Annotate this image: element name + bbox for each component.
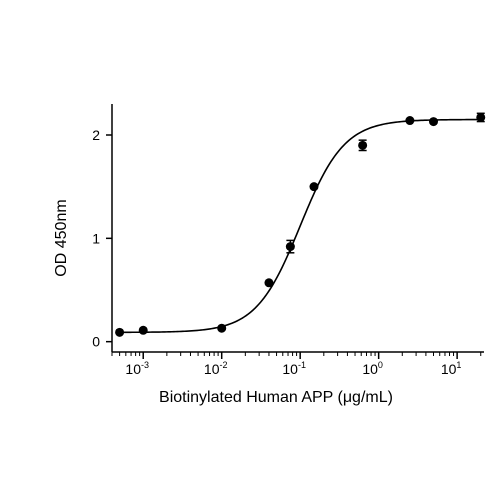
data-point	[405, 116, 415, 126]
x-tick-label: 10-1	[282, 360, 306, 377]
data-point	[138, 325, 148, 335]
x-tick-label: 10-2	[204, 360, 228, 377]
x-tick-label: 100	[362, 360, 383, 377]
data-point	[285, 242, 295, 252]
y-tick-label: 2	[92, 127, 100, 143]
data-point	[309, 182, 319, 192]
ticks: 0 1 2 10-3 10-2 10-1 100 101	[92, 127, 482, 377]
x-tick-label: 101	[441, 360, 462, 377]
axes	[111, 104, 484, 353]
y-axis-title: OD 450nm	[53, 199, 70, 276]
y-tick-label: 0	[92, 334, 100, 350]
fit-curve	[119, 118, 481, 334]
x-tick-label: 10-3	[125, 360, 149, 377]
data-point	[358, 140, 368, 150]
data-point	[217, 323, 227, 333]
data-point	[264, 278, 274, 288]
data-point	[429, 117, 439, 127]
x-axis-title: Biotinylated Human APP (μg/mL)	[159, 389, 393, 406]
data-point	[115, 327, 125, 337]
data-points	[115, 112, 486, 337]
data-point	[476, 112, 486, 122]
y-tick-label: 1	[92, 230, 100, 246]
